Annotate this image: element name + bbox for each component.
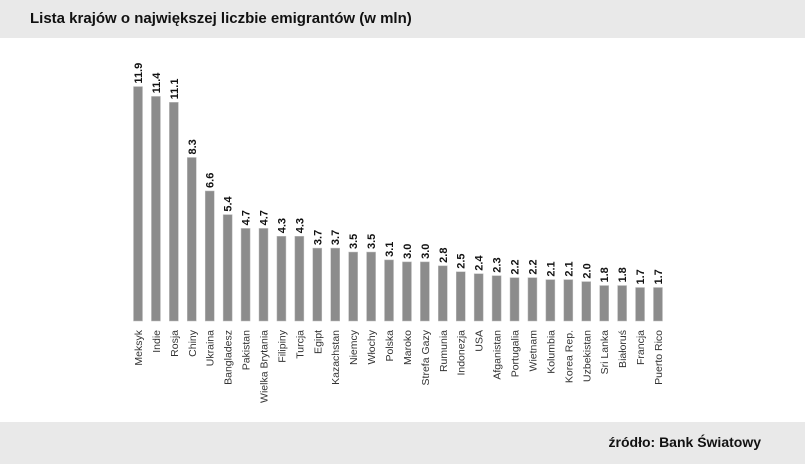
category-label: Rosja [169,330,181,357]
value-label: 11.4 [151,72,163,94]
category-label: Kolumbia [545,330,557,374]
value-label: 4.7 [259,210,271,225]
value-label: 3.5 [366,234,378,249]
value-label: 4.3 [294,218,306,233]
category-label: Turcja [294,330,306,359]
source-label: źródło: Bank Światowy [608,434,761,450]
value-label: 2.5 [456,253,468,268]
value-label: 4.7 [241,210,253,225]
value-label: 1.8 [599,267,611,282]
bar [294,236,305,322]
category-label: Korea Rep. [563,330,575,383]
category-label: Filipiny [276,329,288,362]
category-label: Afganistan [492,330,504,380]
value-label: 2.0 [581,263,593,278]
value-label: 2.2 [527,259,539,274]
bar [509,277,520,322]
value-label: 3.7 [312,230,324,245]
category-label: Wietnam [527,330,539,372]
value-label: 3.7 [330,230,342,245]
category-label: Uzbekistan [581,330,593,382]
bar [420,261,430,322]
bar [312,247,323,322]
category-label: Puerto Rico [653,330,665,385]
bar [222,214,233,322]
bar [240,228,251,322]
value-label: 1.7 [653,269,665,284]
bar [581,281,591,322]
value-label: 2.1 [545,261,557,276]
value-label: 4.3 [276,218,288,233]
category-label: Sri Lanka [599,330,611,375]
value-label: 2.1 [563,261,575,276]
category-label: Pakistan [241,330,253,370]
bar [653,287,663,322]
bar [438,265,448,322]
category-label: Indonezja [456,330,468,376]
bar [348,251,358,322]
bar [402,261,412,322]
category-label: Niemcy [348,329,360,365]
value-label: 2.4 [474,255,486,271]
bar [169,102,179,322]
bar [599,285,609,322]
bar [635,287,645,322]
category-label: Polska [384,330,396,362]
category-label: Meksyk [133,329,145,365]
value-label: 3.0 [402,244,414,259]
bar [545,279,556,322]
value-label: 2.2 [510,259,522,274]
category-label: Maroko [402,330,414,365]
category-label: Chiny [187,329,199,357]
category-label: Kazachstan [330,330,342,385]
value-label: 2.8 [438,248,450,263]
category-label: Francja [635,330,647,365]
bar [258,228,269,322]
value-label: 3.0 [420,244,432,259]
category-label: Bangladesz [223,330,235,385]
value-label: 11.1 [169,79,181,100]
value-label: 3.1 [384,242,396,257]
bar [133,86,143,322]
category-label: Portugalia [510,330,522,377]
category-label: Wielka Brytania [259,330,271,403]
value-label: 11.9 [133,63,145,84]
bar [491,275,502,322]
bar [366,251,376,322]
bar [527,277,538,322]
category-label: Włochy [366,329,378,364]
category-label: Strefa Gazy [420,329,432,385]
category-label: Indie [151,330,163,353]
bar [276,236,287,322]
category-label: USA [474,330,486,352]
title-bar: Lista krajów o największej liczbie emigr… [0,0,805,38]
bar [151,96,161,322]
bar [455,271,466,322]
value-label: 1.7 [635,269,647,284]
value-label: 1.8 [617,267,629,282]
bar [473,273,484,322]
value-label: 3.5 [348,234,360,249]
bar [204,190,215,322]
value-label: 5.4 [223,195,235,211]
category-label: Ukraina [205,330,217,366]
category-label: Rumunia [438,330,450,372]
bar [330,247,340,322]
value-label: 6.6 [205,173,217,188]
bar [563,279,574,322]
bar [617,285,627,322]
bar [187,157,197,322]
category-label: Egipt [312,330,324,354]
category-label: Białoruś [617,330,629,368]
value-label: 2.3 [492,257,504,272]
source-bar: źródło: Bank Światowy [0,422,805,464]
bar [384,259,394,322]
value-label: 8.3 [187,139,199,154]
chart-title: Lista krajów o największej liczbie emigr… [30,10,412,27]
